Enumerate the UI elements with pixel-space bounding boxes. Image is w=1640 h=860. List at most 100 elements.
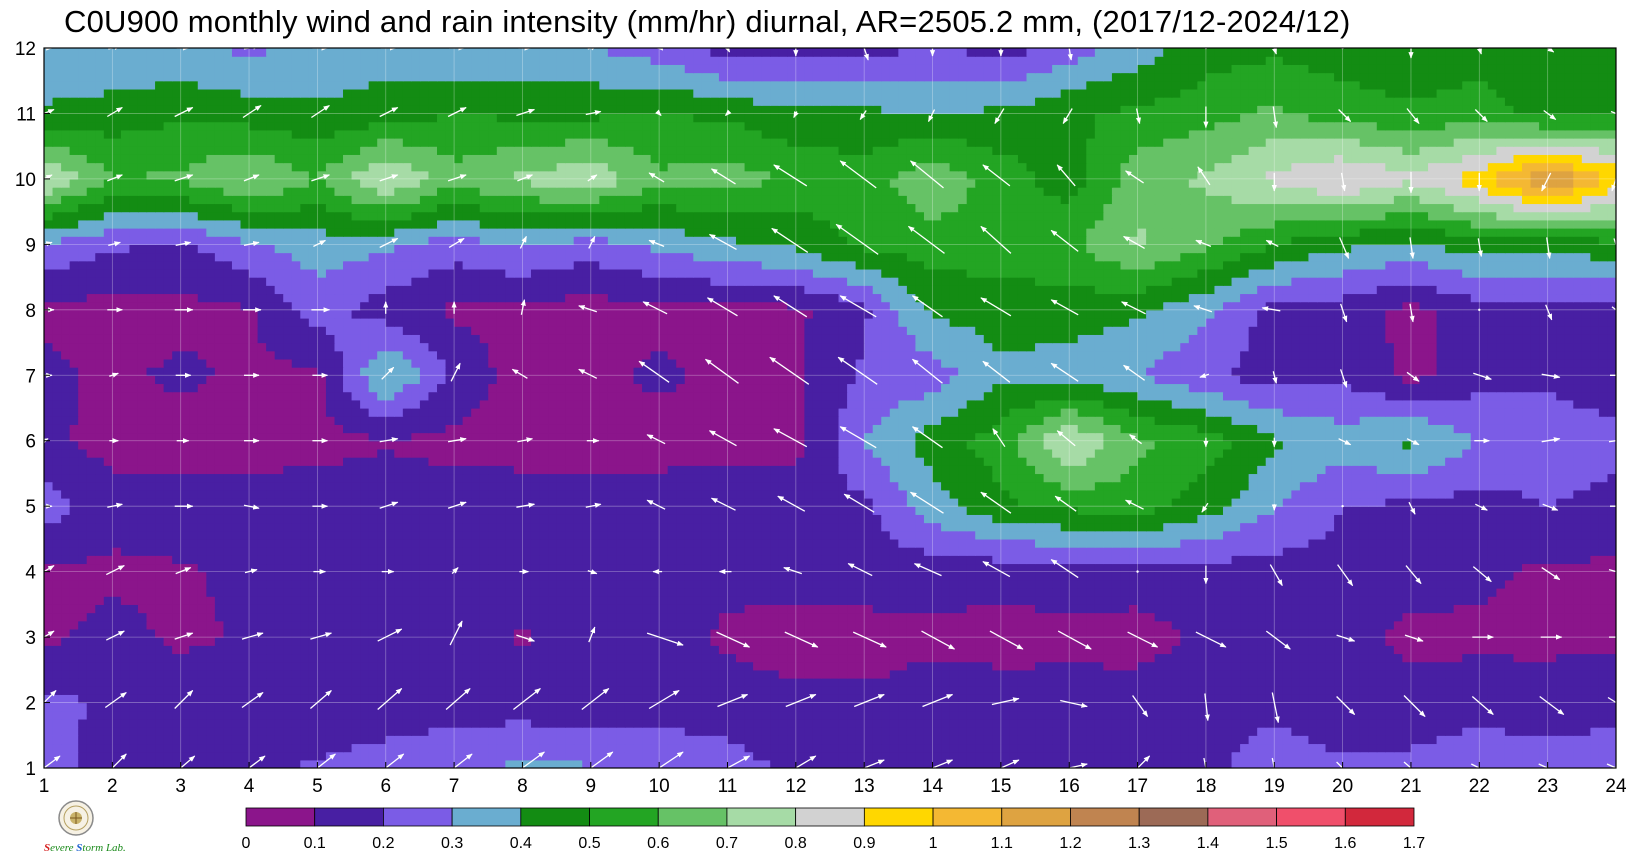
rain-cell (804, 669, 814, 679)
rain-cell (231, 555, 242, 565)
rain-cell (471, 718, 481, 728)
rain-cell (437, 686, 447, 695)
rain-cell (61, 538, 71, 548)
rain-cell (411, 653, 421, 663)
rain-cell (804, 751, 814, 761)
rain-cell (941, 669, 951, 679)
rain-cell (889, 653, 899, 663)
rain-cell (1436, 718, 1446, 728)
rain-cell (1163, 637, 1173, 646)
rain-cell (1043, 710, 1053, 720)
rain-cell (1547, 743, 1557, 753)
rain-cell (1428, 547, 1438, 556)
rain-cell (1231, 718, 1241, 728)
rain-cell (753, 751, 763, 761)
rain-cell (787, 661, 797, 671)
rain-cell (1231, 669, 1241, 679)
rain-cell (308, 653, 318, 663)
rain-cell (838, 718, 848, 728)
rain-cell (291, 571, 301, 581)
rain-cell (428, 686, 438, 695)
rain-cell (693, 645, 703, 655)
rain-cell (1556, 547, 1566, 556)
rain-cell (676, 678, 686, 687)
rain-cell (1265, 571, 1275, 581)
rain-cell (1265, 645, 1275, 655)
rain-cell (471, 596, 481, 605)
rain-cell (693, 678, 703, 687)
rain-cell (1470, 604, 1480, 614)
rain-cell (1035, 596, 1045, 605)
rain-cell (462, 678, 472, 687)
rain-cell (1265, 555, 1275, 565)
rain-cell (505, 645, 515, 655)
rain-cell (573, 588, 583, 597)
rain-cell (1547, 620, 1557, 630)
rain-cell (1111, 718, 1122, 728)
rain-cell (394, 571, 404, 581)
rain-cell (1539, 628, 1549, 638)
rain-cell (1573, 727, 1583, 736)
rain-cell (1265, 653, 1275, 663)
rain-cell (325, 563, 336, 573)
rain-cell (1291, 718, 1301, 728)
rain-cell (1129, 628, 1139, 638)
rain-cell (633, 702, 643, 712)
rain-cell (624, 727, 635, 736)
rain-cell (1171, 678, 1181, 687)
rain-cell (864, 628, 874, 638)
rain-cell (906, 596, 917, 605)
rain-cell (462, 547, 472, 556)
rain-cell (454, 669, 464, 679)
rain-cell (872, 637, 882, 646)
rain-cell (308, 694, 318, 704)
rain-cell (710, 571, 720, 581)
rain-cell (351, 547, 361, 556)
rain-cell (684, 547, 694, 556)
rain-cell (1496, 661, 1506, 671)
rain-cell (855, 579, 865, 589)
rain-cell (1163, 735, 1173, 745)
rain-cell (778, 547, 788, 556)
rain-cell (86, 751, 96, 761)
rain-cell (419, 620, 430, 630)
rain-cell (1154, 759, 1164, 768)
rain-cell (642, 678, 652, 687)
rain-cell (1146, 759, 1156, 768)
rain-cell (1026, 653, 1036, 663)
rain-cell (1368, 547, 1378, 556)
rain-cell (505, 743, 515, 753)
rain-cell (522, 686, 532, 695)
rain-cell (1282, 653, 1292, 663)
rain-cell (1359, 596, 1369, 605)
rain-cell (1453, 678, 1463, 687)
rain-cell (582, 588, 592, 597)
rain-cell (795, 579, 805, 589)
rain-cell (616, 743, 626, 753)
rain-cell (44, 735, 54, 745)
rain-cell (385, 555, 395, 565)
rain-cell (437, 588, 447, 597)
rain-cell (1052, 727, 1062, 736)
rain-cell (1453, 604, 1463, 614)
rain-cell (855, 620, 865, 630)
rain-cell (78, 596, 88, 605)
rain-cell (1017, 678, 1028, 687)
rain-cell (394, 735, 404, 745)
rain-cell (1419, 678, 1429, 687)
rain-cell (155, 710, 165, 720)
rain-cell (787, 588, 797, 597)
rain-cell (1428, 620, 1438, 630)
rain-cell (1342, 645, 1352, 655)
rain-cell (1393, 571, 1404, 581)
rain-cell (761, 669, 771, 679)
rain-cell (1094, 620, 1104, 630)
rain-cell (624, 661, 635, 671)
rain-cell (915, 678, 925, 687)
rain-cell (1385, 702, 1395, 712)
rain-cell (95, 563, 105, 573)
rain-cell (633, 759, 643, 768)
rain-cell (949, 612, 959, 622)
rain-cell (163, 604, 173, 614)
rain-cell (291, 579, 301, 589)
